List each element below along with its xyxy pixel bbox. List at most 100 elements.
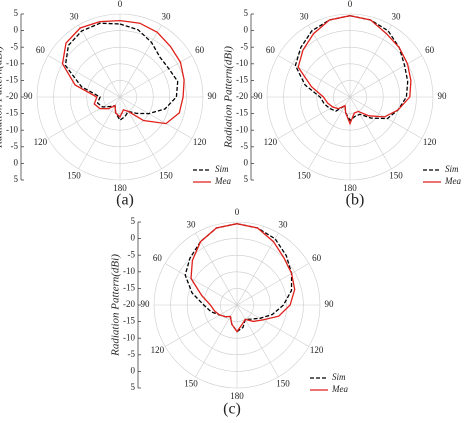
y-tick-label: -15 [123,316,135,326]
angle-label: 30 [162,11,172,21]
angle-label: 150 [276,379,290,389]
legend-label: Sim [332,372,346,382]
y-axis-label: Radiation Pattern(dBi) [110,254,122,357]
series-line [61,19,185,125]
grid-spoke [119,55,193,98]
polar-plot: 5 5 0 0 -5 -5 -10 -10 -15 -15 -20 0 30 60 90 120 150 180 1… [0,0,231,209]
angle-label: 30 [279,219,289,229]
y-tick-label: -5 [241,141,249,151]
y-tick-label: -10 [123,266,135,276]
y-tick-label: -10 [236,58,248,68]
legend-label: Mea [444,176,461,186]
angle-label: 30 [300,11,310,21]
angle-label: 150 [297,171,311,181]
y-tick-label: 0 [14,157,19,167]
angle-label: 60 [312,253,322,263]
y-tick-label: -5 [11,41,19,51]
angle-label: 60 [425,45,435,55]
y-tick-label: -5 [128,249,136,259]
angle-label: 30 [392,11,402,21]
grid-spoke [78,24,121,98]
y-tick-label: -10 [6,124,18,134]
angle-label: 180 [113,183,127,193]
angle-label: 150 [159,171,173,181]
y-tick-label: -15 [6,108,18,118]
angle-label: 60 [195,45,205,55]
y-tick-label: -10 [6,58,18,68]
y-tick-label: 0 [244,25,249,35]
angle-label: 120 [264,137,278,147]
grid-spoke [47,96,121,139]
angle-label: 150 [389,171,403,181]
grid-spoke [308,96,351,170]
angle-label: 60 [36,45,46,55]
y-tick-label: -10 [123,332,135,342]
grid-spoke [308,24,351,98]
y-tick-label: -5 [128,349,136,359]
panel-label: (b) [346,192,365,209]
angle-label: 90 [24,91,34,101]
grid-spoke [236,304,310,347]
angle-label: 180 [230,391,244,401]
grid-spoke [164,263,238,306]
angle-label: 30 [187,219,197,229]
angle-label: 90 [254,91,264,101]
panel-label: (a) [116,192,134,209]
series-line [184,223,293,333]
angle-label: 90 [208,91,218,101]
y-tick-label: 5 [244,174,249,184]
y-tick-label: -20 [6,91,18,101]
y-tick-label: -15 [6,74,18,84]
y-tick-label: 5 [14,8,19,18]
angle-label: 60 [153,253,163,263]
angle-label: 150 [184,379,198,389]
series-line [294,15,409,122]
y-tick-label: -5 [11,141,19,151]
legend-label: Sim [215,164,229,174]
grid-spoke [236,232,279,306]
y-tick-label: 0 [244,157,249,167]
grid-spoke [119,96,162,170]
legend-label: Mea [331,384,348,394]
y-tick-label: 0 [131,233,136,243]
angle-label: 90 [438,91,448,101]
y-tick-label: -15 [236,74,248,84]
series-line [297,15,412,126]
grid-spoke [47,55,121,98]
legend-label: Mea [214,176,231,186]
y-tick-label: 5 [131,216,136,226]
angle-label: 120 [34,137,48,147]
y-tick-label: 5 [244,8,249,18]
grid-spoke [349,96,392,170]
y-tick-label: -15 [123,282,135,292]
grid-spoke [349,55,423,98]
y-tick-label: 0 [131,365,136,375]
angle-label: 0 [348,0,353,9]
grid-spoke [119,24,162,98]
angle-label: 120 [423,137,437,147]
y-tick-label: 5 [131,382,136,392]
grid-spoke [236,263,310,306]
grid-spoke [195,232,238,306]
series-line [64,22,179,122]
y-tick-label: -20 [123,299,135,309]
y-tick-label: -20 [236,91,248,101]
angle-label: 120 [151,345,165,355]
y-tick-label: 5 [14,174,19,184]
angle-label: 30 [70,11,80,21]
y-tick-label: -15 [236,108,248,118]
y-tick-label: 0 [14,25,19,35]
angle-label: 120 [310,345,324,355]
grid-spoke [277,96,351,139]
angle-label: 150 [67,171,81,181]
grid-spoke [119,96,193,139]
angle-label: 0 [118,0,123,9]
polar-plot: 5 5 0 0 -5 -5 -10 -10 -15 -15 -20 0 30 60 90 120 150 180 1… [223,0,462,209]
grid-spoke [195,304,238,378]
angle-label: 180 [343,183,357,193]
y-tick-label: -10 [236,124,248,134]
angle-label: 0 [235,207,240,217]
grid-spoke [349,96,423,139]
angle-label: 60 [266,45,276,55]
